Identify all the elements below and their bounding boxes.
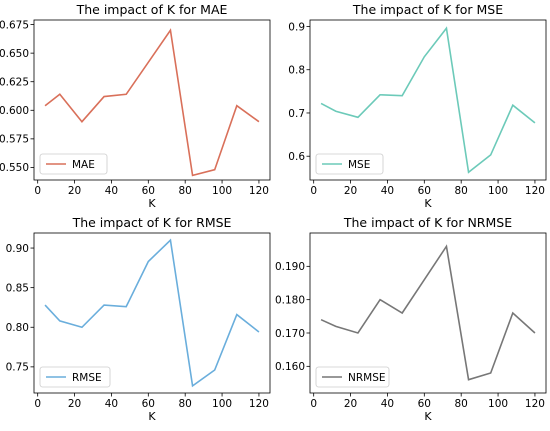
x-tick-label: 100 — [488, 185, 508, 197]
legend: MSE — [315, 153, 384, 175]
y-tick-label: 0.180 — [275, 294, 305, 306]
y-tick-label: 0.600 — [0, 105, 29, 117]
y-tick-label: 0.7 — [288, 108, 305, 120]
y-tick-label: 0.9 — [288, 21, 305, 33]
legend: MAE — [39, 153, 108, 175]
y-tick-label: 0.550 — [0, 162, 29, 174]
legend-label: MSE — [348, 159, 370, 171]
axes-frame — [309, 19, 547, 181]
x-tick-label: 20 — [68, 398, 81, 410]
chart-title: The impact of K for MSE — [352, 2, 503, 17]
legend-box — [39, 153, 108, 175]
y-tick-label: 0.8 — [288, 65, 305, 77]
x-tick-label: 100 — [488, 398, 508, 410]
axes-frame — [33, 232, 271, 394]
x-tick-label: 40 — [381, 185, 394, 197]
y-tick-label: 0.650 — [0, 48, 29, 60]
x-tick-label: 0 — [310, 185, 317, 197]
x-tick-label: 100 — [212, 185, 232, 197]
x-tick-label: 100 — [212, 398, 232, 410]
x-tick-label: 60 — [142, 398, 155, 410]
x-tick-label: 80 — [455, 185, 468, 197]
y-tick-label: 0.625 — [0, 77, 29, 89]
x-axis-label: K — [148, 197, 156, 210]
subplot-2: The impact of K for MSE 0 20 40 60 80 100 120 0.… — [288, 2, 547, 210]
x-tick-label: 40 — [105, 185, 118, 197]
legend-label: RMSE — [72, 372, 102, 384]
legend-label: MAE — [72, 159, 95, 171]
chart-title: The impact of K for NRMSE — [343, 215, 512, 230]
x-axis-label: K — [424, 410, 432, 423]
y-tick-label: 0.85 — [6, 282, 29, 294]
y-tick-label: 0.190 — [275, 261, 305, 273]
x-tick-label: 60 — [142, 185, 155, 197]
x-tick-label: 0 — [34, 185, 41, 197]
legend-box — [315, 366, 390, 388]
subplot-3: The impact of K for RMSE 0 20 40 60 80 100 120 0… — [6, 215, 271, 423]
y-tick-label: 0.75 — [6, 362, 29, 374]
series-line-nrmse — [320, 244, 536, 381]
legend-label: NRMSE — [348, 372, 386, 384]
y-tick-label: 0.675 — [0, 19, 29, 31]
x-tick-label: 20 — [344, 185, 357, 197]
series-line-rmse — [44, 238, 260, 388]
x-tick-label: 0 — [34, 398, 41, 410]
x-tick-label: 60 — [418, 398, 431, 410]
chart-title: The impact of K for RMSE — [72, 215, 232, 230]
x-axis-label: K — [148, 410, 156, 423]
y-tick-label: 0.170 — [275, 328, 305, 340]
y-tick-label: 0.575 — [0, 134, 29, 146]
x-tick-label: 120 — [249, 398, 269, 410]
x-tick-label: 60 — [418, 185, 431, 197]
x-axis-label: K — [424, 197, 432, 210]
x-tick-label: 120 — [525, 398, 545, 410]
axes-frame — [309, 232, 547, 394]
x-tick-label: 120 — [249, 185, 269, 197]
legend-box — [39, 366, 111, 388]
x-tick-label: 80 — [179, 398, 192, 410]
legend: NRMSE — [315, 366, 390, 388]
x-tick-label: 20 — [344, 398, 357, 410]
x-tick-label: 20 — [68, 185, 81, 197]
y-tick-label: 0.90 — [6, 243, 29, 255]
y-tick-label: 0.80 — [6, 322, 29, 334]
legend-box — [315, 153, 384, 175]
x-tick-label: 120 — [525, 185, 545, 197]
y-tick-label: 0.160 — [275, 361, 305, 373]
subplot-1: The impact of K for MAE 0 20 40 60 80 100 120 0.… — [0, 2, 271, 210]
subplot-4: The impact of K for NRMSE 0 20 40 60 80 100 120… — [275, 215, 547, 423]
axes-frame — [33, 19, 271, 181]
legend: RMSE — [39, 366, 111, 388]
chart-title: The impact of K for MAE — [76, 2, 228, 17]
series-line-mse — [320, 26, 536, 174]
y-tick-label: 0.6 — [288, 151, 305, 163]
x-tick-label: 0 — [310, 398, 317, 410]
x-tick-label: 80 — [179, 185, 192, 197]
x-tick-label: 40 — [105, 398, 118, 410]
x-tick-label: 80 — [455, 398, 468, 410]
x-tick-label: 40 — [381, 398, 394, 410]
